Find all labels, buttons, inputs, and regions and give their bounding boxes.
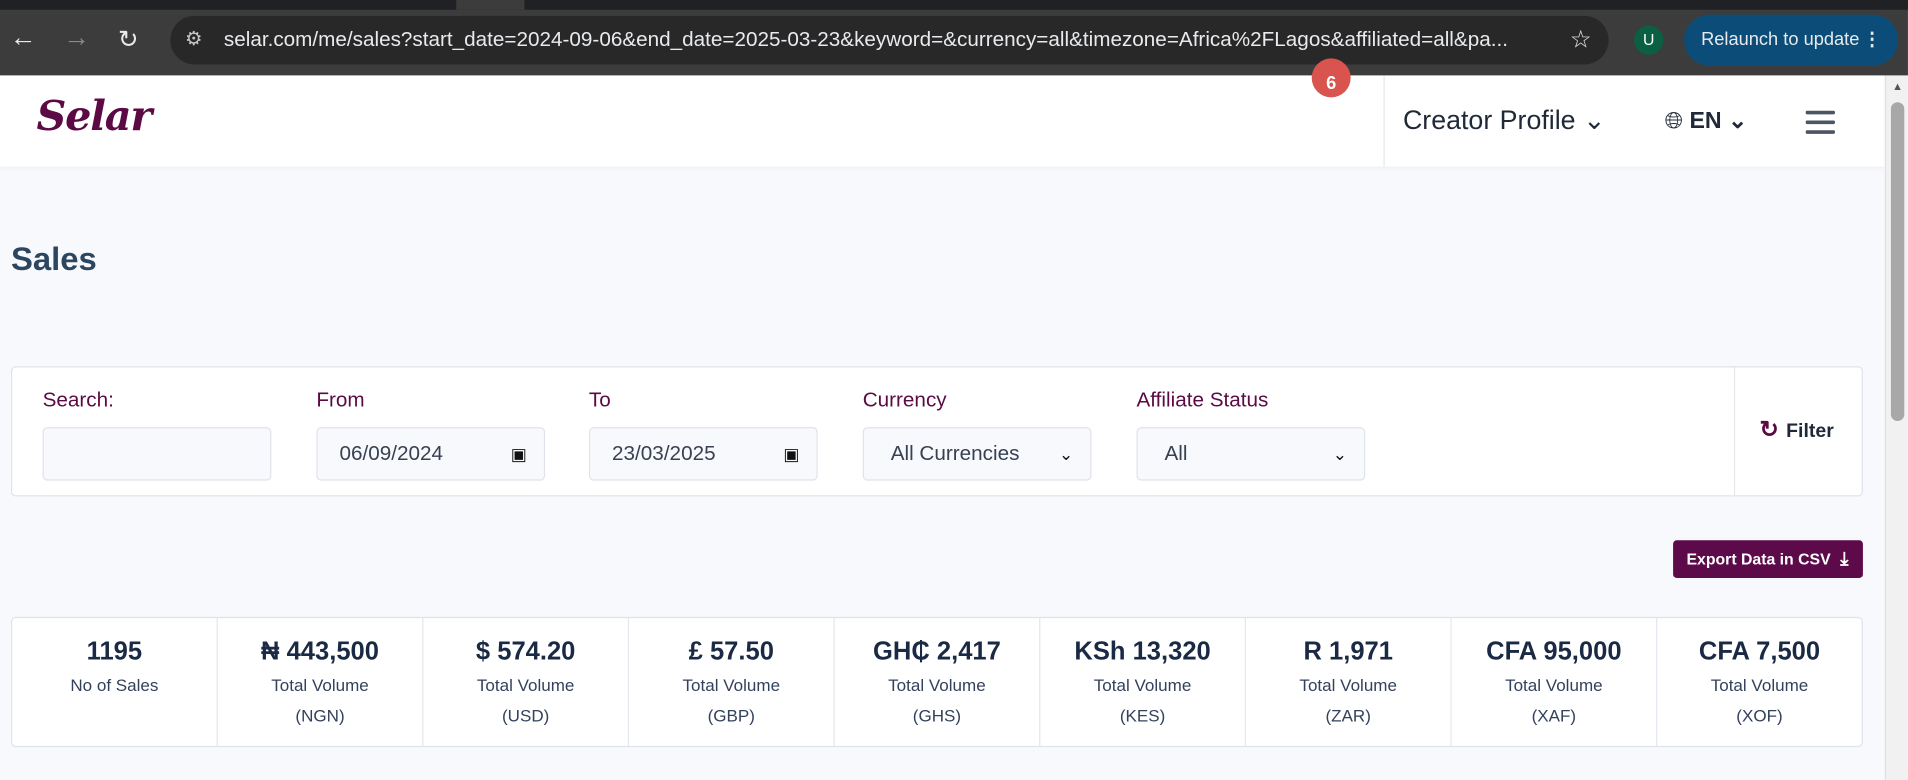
more-vert-icon[interactable]: ⋮ bbox=[1862, 29, 1882, 50]
chevron-down-icon: ⌄ bbox=[1332, 444, 1347, 464]
stat-xof: CFA 7,500 Total Volume (XOF) bbox=[1656, 618, 1862, 746]
filter-panel: Search: From 06/09/2024 ▣ To 23/03/2025 ▣ … bbox=[10, 366, 1863, 497]
stat-label: Total Volume bbox=[1299, 675, 1397, 695]
address-bar[interactable]: ⚙ selar.com/me/sales?start_date=2024-09-… bbox=[170, 15, 1609, 65]
profile-avatar[interactable]: U bbox=[1634, 25, 1664, 55]
language-label: EN ⌄ bbox=[1689, 108, 1748, 134]
affiliate-status-label: Affiliate Status bbox=[1136, 388, 1269, 412]
currency-value: All Currencies bbox=[890, 441, 1020, 465]
currency-select[interactable]: All Currencies ⌄ bbox=[862, 427, 1092, 481]
stat-kes: KSh 13,320 Total Volume (KES) bbox=[1039, 618, 1245, 746]
to-date-input[interactable]: 23/03/2025 ▣ bbox=[588, 427, 818, 481]
stat-label: Total Volume bbox=[1710, 675, 1809, 695]
browser-toolbar: ← → ↻ ⚙ selar.com/me/sales?start_date=20… bbox=[0, 0, 1908, 76]
reload-icon[interactable]: ↻ bbox=[118, 26, 139, 54]
back-icon[interactable]: ← bbox=[9, 21, 37, 53]
stat-value: £ 57.50 bbox=[688, 637, 774, 666]
stat-xaf: CFA 95,000 Total Volume (XAF) bbox=[1450, 618, 1656, 746]
export-label: Export Data in CSV bbox=[1686, 549, 1831, 569]
calendar-icon[interactable]: ▣ bbox=[783, 444, 800, 464]
chevron-down-icon: ⌄ bbox=[1058, 444, 1074, 464]
stat-label: Total Volume bbox=[271, 675, 369, 695]
stat-label: Total Volume bbox=[682, 675, 781, 695]
from-date-value: 06/09/2024 bbox=[339, 441, 444, 465]
from-date-input[interactable]: 06/09/2024 ▣ bbox=[316, 427, 546, 481]
stat-label: No of Sales bbox=[70, 675, 159, 695]
scrollbar-thumb[interactable] bbox=[1890, 102, 1905, 422]
stat-currency: (KES) bbox=[1119, 705, 1166, 726]
site-settings-icon[interactable]: ⚙ bbox=[184, 29, 203, 50]
stat-value: $ 574.20 bbox=[475, 637, 576, 666]
bookmark-star-icon[interactable]: ☆ bbox=[1569, 26, 1592, 54]
relaunch-button[interactable]: Relaunch to update ⋮ bbox=[1684, 14, 1899, 66]
forward-icon[interactable]: → bbox=[63, 21, 91, 53]
stat-label: Total Volume bbox=[1093, 675, 1192, 695]
currency-label: Currency bbox=[862, 388, 947, 412]
filter-label: Filter bbox=[1786, 421, 1834, 442]
refresh-icon: ↻ bbox=[1759, 417, 1779, 443]
hamburger-menu-icon[interactable] bbox=[1805, 110, 1835, 140]
selar-logo[interactable]: Selar bbox=[36, 92, 153, 142]
scroll-up-icon[interactable]: ▲ bbox=[1892, 80, 1903, 93]
stat-label: Total Volume bbox=[476, 675, 575, 695]
notification-badge[interactable]: 6 bbox=[1311, 58, 1351, 98]
stat-value: GH₵ 2,417 bbox=[873, 637, 1001, 666]
stat-sales-count: 1195 No of Sales bbox=[12, 618, 216, 746]
stat-currency: (USD) bbox=[501, 705, 550, 726]
stat-value: ₦ 443,500 bbox=[261, 637, 379, 666]
stat-value: R 1,971 bbox=[1303, 637, 1393, 666]
stat-zar: R 1,971 Total Volume (ZAR) bbox=[1244, 618, 1451, 746]
stat-currency: (ZAR) bbox=[1325, 705, 1371, 726]
stat-currency: (XAF) bbox=[1531, 705, 1577, 726]
to-label: To bbox=[588, 388, 611, 412]
tab-strip bbox=[0, 0, 1908, 10]
stat-value: CFA 7,500 bbox=[1698, 637, 1821, 666]
stat-currency: (NGN) bbox=[295, 705, 345, 726]
stat-value: KSh 13,320 bbox=[1074, 637, 1211, 666]
filter-button[interactable]: ↻ Filter bbox=[1759, 416, 1833, 444]
export-csv-button[interactable]: Export Data in CSV ⤓ bbox=[1673, 540, 1863, 578]
url-text: selar.com/me/sales?start_date=2024-09-06… bbox=[223, 27, 1508, 52]
search-label: Search: bbox=[42, 388, 114, 412]
stat-currency: (GHS) bbox=[912, 705, 962, 726]
search-input[interactable] bbox=[42, 427, 272, 481]
creator-profile-dropdown[interactable]: Creator Profile ⌄ bbox=[1402, 104, 1606, 136]
scrollbar[interactable]: ▲ bbox=[1884, 75, 1908, 780]
stat-value: 1195 bbox=[86, 637, 143, 666]
to-date-value: 23/03/2025 bbox=[612, 441, 716, 465]
stat-currency: (GBP) bbox=[707, 705, 755, 726]
download-icon: ⤓ bbox=[1840, 548, 1849, 570]
site-header: Selar 6 Creator Profile ⌄ 🌐︎ EN ⌄ bbox=[0, 58, 1885, 167]
divider bbox=[1733, 367, 1736, 496]
stat-label: Total Volume bbox=[1505, 675, 1603, 695]
stat-ghs: GH₵ 2,417 Total Volume (GHS) bbox=[833, 618, 1040, 746]
relaunch-label: Relaunch to update bbox=[1701, 29, 1860, 50]
stat-gbp: £ 57.50 Total Volume (GBP) bbox=[627, 618, 834, 746]
from-label: From bbox=[316, 388, 365, 412]
divider bbox=[1383, 75, 1385, 167]
stat-currency: (XOF) bbox=[1736, 705, 1783, 726]
globe-icon: 🌐︎ bbox=[1664, 108, 1684, 134]
stat-label: Total Volume bbox=[888, 675, 986, 695]
affiliate-status-value: All bbox=[1164, 441, 1188, 465]
page-title: Sales bbox=[10, 240, 97, 278]
stat-ngn: ₦ 443,500 Total Volume (NGN) bbox=[216, 618, 423, 746]
stat-value: CFA 95,000 bbox=[1486, 637, 1622, 666]
stat-usd: $ 574.20 Total Volume (USD) bbox=[422, 618, 628, 746]
affiliate-status-select[interactable]: All ⌄ bbox=[1136, 427, 1366, 481]
sales-summary: 1195 No of Sales ₦ 443,500 Total Volume (NG… bbox=[10, 616, 1863, 748]
language-dropdown[interactable]: 🌐︎ EN ⌄ bbox=[1665, 107, 1748, 135]
calendar-icon[interactable]: ▣ bbox=[510, 444, 527, 464]
